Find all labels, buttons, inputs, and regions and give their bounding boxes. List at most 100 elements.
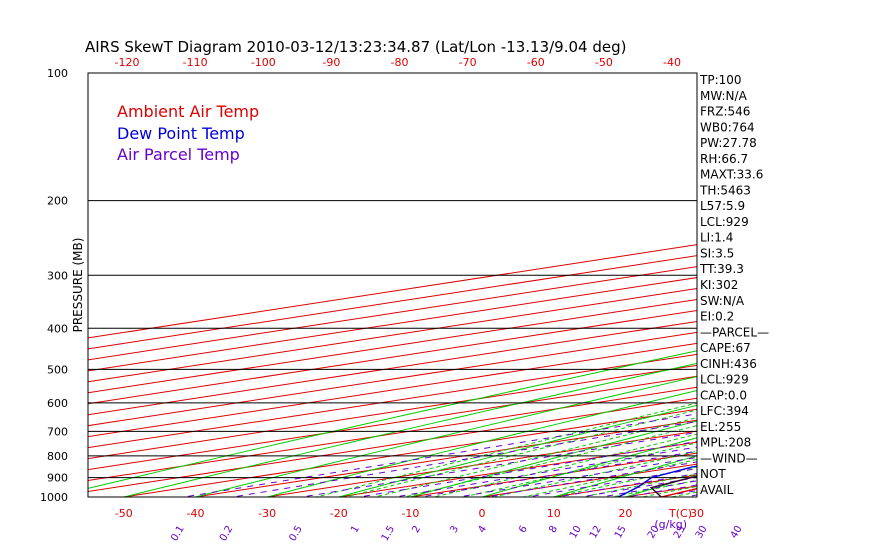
plot-frame: [87, 72, 698, 498]
dry-adiabat-line: [88, 350, 697, 489]
chart-title: AIRS SkewT Diagram 2010-03-12/13:23:34.8…: [85, 38, 626, 56]
stat-item: TT:39.3: [699, 262, 744, 276]
pressure-tick-label: 500: [47, 363, 68, 376]
dry-adiabat-line: [742, 73, 870, 506]
mixing-ratio-tick-label: 0.2: [218, 524, 235, 543]
y-axis-label: PRESSURE (MB): [71, 238, 85, 333]
bottom-temp-tick-label: 10: [547, 507, 561, 520]
mixing-ratio-unit-label: (g/kg): [654, 518, 687, 531]
mixing-ratio-line: [229, 420, 697, 497]
top-temp-tick-label: -50: [595, 56, 613, 69]
stat-item: SI:3.5: [700, 247, 734, 261]
mixing-ratio-tick-label: 30: [694, 524, 710, 541]
moist-adiabat-line: [520, 458, 697, 497]
moist-adiabat-line: [372, 417, 697, 497]
pressure-tick-label: 700: [47, 425, 68, 438]
stat-item: —PARCEL—: [700, 325, 769, 339]
pressure-tick-label: 200: [47, 195, 68, 208]
moist-adiabat-line: [491, 450, 697, 497]
stat-item: LI:1.4: [700, 231, 733, 245]
top-temp-tick-label: -70: [459, 56, 477, 69]
stat-item: CAP:0.0: [700, 388, 747, 402]
moist-adiabat-line: [550, 466, 697, 497]
mixing-ratio-tick-label: 40: [729, 524, 745, 541]
isotherm-line: [88, 353, 697, 449]
moist-adiabat-line: [580, 473, 697, 497]
bottom-temp-tick-label: -40: [186, 507, 204, 520]
stat-item: LCL:929: [700, 215, 749, 229]
stat-item: CINH:436: [700, 357, 757, 371]
stat-item: LCL:929: [700, 373, 749, 387]
moist-adiabat-line: [343, 409, 697, 497]
mixing-ratio-tick-label: 15: [613, 524, 629, 541]
stat-item: TP:100: [699, 73, 742, 87]
dry-adiabat-line: [695, 496, 697, 497]
pressure-tick-label: 900: [47, 472, 68, 485]
mixing-ratio-tick-label: 2: [410, 524, 423, 535]
mixing-ratio-tick-label: 6: [517, 524, 530, 535]
isotherm-line: [88, 277, 697, 372]
isotherm-line: [88, 244, 697, 339]
stat-item: AVAIL: [700, 483, 734, 497]
pressure-tick-label: 100: [47, 67, 68, 80]
mixing-ratio-tick-label: 1: [349, 524, 362, 535]
dry-adiabat-line: [623, 474, 697, 497]
background-grid: [88, 54, 870, 515]
temp-unit-label: T(C): [668, 507, 692, 520]
mixing-ratio-tick-label: 10: [568, 524, 584, 541]
isotherm-line: [88, 375, 697, 471]
bottom-temp-tick-label: 20: [618, 507, 632, 520]
top-temp-tick-label: -40: [663, 56, 681, 69]
stat-item: CAPE:67: [700, 341, 751, 355]
sounding-curves: [617, 465, 697, 497]
stat-item: NOT: [700, 467, 726, 481]
stat-item: KI:302: [700, 278, 738, 292]
mixing-ratio-tick-label: 0.5: [287, 524, 304, 543]
pressure-tick-label: 400: [47, 322, 68, 335]
dry-adiabat-line: [193, 376, 697, 497]
dry-adiabat-line: [814, 73, 870, 506]
isotherm-line: [88, 386, 697, 482]
stat-item: MW:N/A: [700, 89, 748, 103]
dry-adiabat-line: [337, 404, 697, 497]
isotherm-line: [88, 397, 697, 493]
isotherm-line: [797, 54, 870, 515]
stat-item: LFC:394: [700, 404, 749, 418]
stat-item: MAXT:33.6: [700, 168, 763, 182]
bottom-temp-tick-label: -50: [115, 507, 133, 520]
stat-item: RH:66.7: [700, 152, 748, 166]
mixing-ratio-tick-label: 3: [448, 524, 461, 535]
bottom-temp-tick-label: 0: [479, 507, 486, 520]
stat-item: WB0:764: [700, 120, 755, 134]
stat-item: MPL:208: [700, 436, 751, 450]
dry-adiabat-line: [121, 362, 697, 497]
mixing-ratio-tick-label: 12: [588, 524, 604, 541]
legend: Ambient Air Temp Dew Point Temp Air Parc…: [117, 102, 259, 164]
isotherm-line: [88, 266, 697, 361]
pressure-tick-label: 600: [47, 397, 68, 410]
top-temp-tick-label: -110: [183, 56, 208, 69]
stat-item: EI:0.2: [700, 310, 734, 324]
dewpoint-curve: [617, 465, 697, 497]
pressure-tick-label: 800: [47, 450, 68, 463]
mixing-ratio-tick-label: 8: [547, 524, 560, 535]
ambient-temp-curve: [661, 487, 697, 497]
pressure-tick-label: 1000: [40, 491, 68, 504]
bottom-temp-tick-label: 30: [690, 507, 704, 520]
mixing-ratio-tick-label: 1.5: [380, 524, 397, 543]
dry-adiabat-line: [480, 437, 697, 497]
moist-adiabat-line: [314, 402, 697, 497]
isotherm-line: [88, 255, 697, 350]
top-temp-tick-label: -60: [527, 56, 545, 69]
dry-adiabat-line: [265, 390, 697, 497]
stat-item: TH:5463: [699, 183, 751, 197]
stat-item: EL:255: [700, 420, 741, 434]
isotherm-line: [88, 364, 697, 460]
isotherm-line: [120, 408, 697, 497]
isotherm-line: [622, 485, 697, 497]
stat-item: PW:27.78: [700, 136, 757, 150]
legend-dewpoint: Dew Point Temp: [117, 124, 245, 143]
dry-adiabat-line: [552, 455, 697, 497]
